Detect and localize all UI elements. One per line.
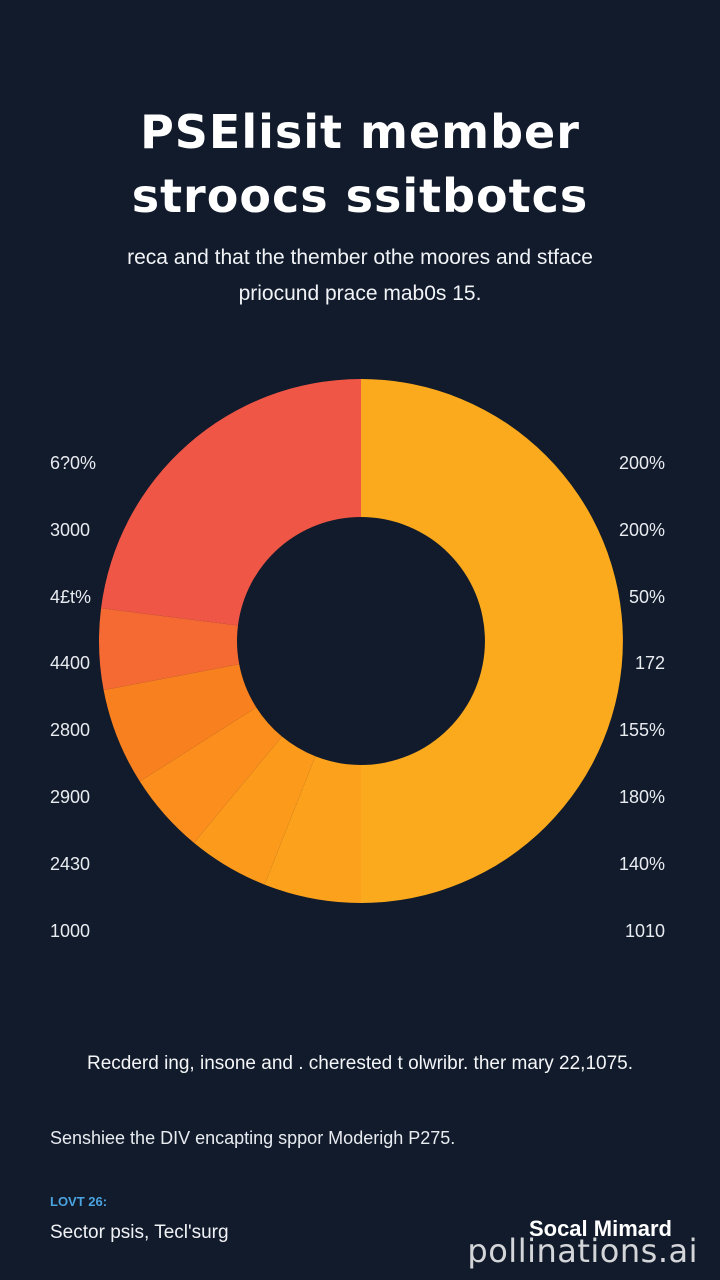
left-axis-label: 3000 bbox=[50, 519, 91, 540]
right-axis-label: 1010 bbox=[624, 920, 665, 941]
donut-slice-6 bbox=[99, 608, 240, 691]
right-axis-label: 180% bbox=[618, 786, 665, 807]
chart-subtitle: reca and that the thember othe moores an… bbox=[0, 240, 720, 312]
donut-slice-4 bbox=[139, 707, 282, 843]
right-axis-label: 50% bbox=[628, 586, 665, 607]
right-axis-labels: 200% 200% 50% 172 155% 180% 140% 1010 bbox=[560, 452, 665, 986]
right-axis-label: 140% bbox=[618, 853, 665, 874]
left-axis-label: 2900 bbox=[50, 786, 91, 807]
source-text: Sector psis, Tecl'surg bbox=[50, 1222, 229, 1243]
donut-slice-3 bbox=[193, 736, 316, 885]
right-axis-label: 200% bbox=[618, 453, 665, 473]
chart-title-line-1: PSElisit member bbox=[140, 105, 580, 159]
donut-slice-7 bbox=[101, 379, 361, 626]
right-axis-label: 200% bbox=[618, 519, 665, 540]
left-axis-label: 6?0% bbox=[50, 453, 97, 473]
chart-title: PSElisit member stroocs ssitbotcs bbox=[0, 100, 720, 228]
source-label: LOVT 26: bbox=[50, 1194, 108, 1209]
right-axis-label: 155% bbox=[618, 720, 665, 741]
footnote-primary: Recderd ing, insone and . cherested t ol… bbox=[86, 1053, 634, 1074]
watermark: pollinations.ai bbox=[467, 1232, 698, 1270]
left-axis-label: 1000 bbox=[50, 920, 91, 941]
footnote-secondary: Senshiee the DIV encapting sppor Moderig… bbox=[50, 1128, 456, 1148]
right-axis-label: 172 bbox=[634, 653, 665, 674]
left-axis-label: 4£t% bbox=[50, 586, 92, 607]
left-axis-label: 2430 bbox=[50, 853, 91, 874]
chart-subtitle-line-2: priocund prace mab0s 15. bbox=[238, 282, 482, 305]
donut-slice-5 bbox=[103, 664, 257, 782]
chart-title-line-2: stroocs ssitbotcs bbox=[131, 169, 589, 223]
left-axis-labels: 6?0% 3000 4£t% 4400 2800 2900 2430 1000 bbox=[50, 452, 190, 986]
brand-logo-text: Socal Mimard bbox=[528, 1216, 672, 1241]
chart-subtitle-line-1: reca and that the thember othe moores an… bbox=[127, 246, 593, 269]
donut-slice-2 bbox=[264, 756, 361, 903]
donut-slice-1 bbox=[361, 379, 623, 903]
left-axis-label: 4400 bbox=[50, 653, 91, 674]
left-axis-label: 2800 bbox=[50, 720, 91, 741]
donut-chart bbox=[99, 379, 623, 903]
